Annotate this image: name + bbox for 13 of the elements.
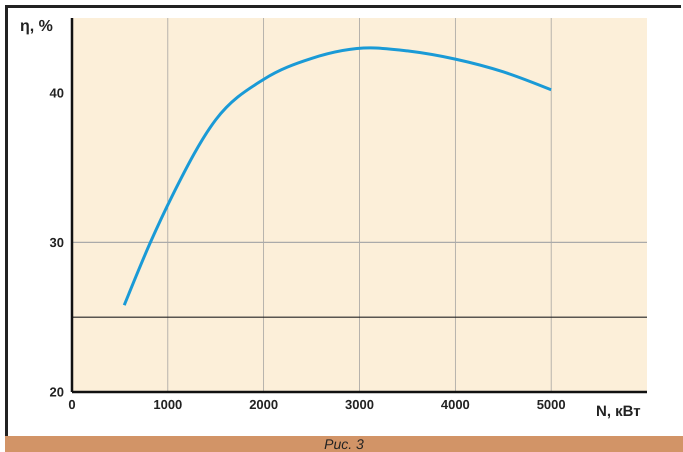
y-axis-title: η, % (20, 18, 53, 36)
x-tick-label: 2000 (249, 397, 278, 412)
line-series (122, 46, 553, 307)
y-tick-label: 40 (50, 85, 64, 100)
x-tick-label: 5000 (536, 397, 566, 412)
x-axis-title: N, кВт (596, 403, 641, 420)
y-tick-label: 30 (50, 235, 64, 250)
x-tick-label: 0 (68, 397, 76, 412)
x-tick-label: 4000 (440, 397, 470, 412)
text: Рис. 3 (324, 436, 364, 452)
y-tick-label: 20 (50, 384, 64, 400)
x-tick-label: 1000 (153, 397, 182, 412)
x-tick-label: 3000 (345, 397, 374, 412)
